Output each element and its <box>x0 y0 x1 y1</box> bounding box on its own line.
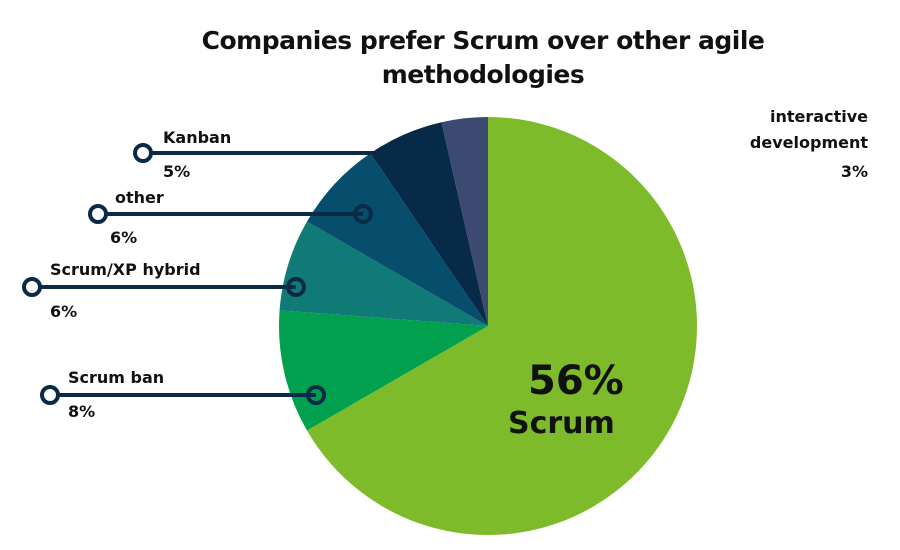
slice-label: Kanban <box>163 128 232 147</box>
leader-dot <box>40 385 60 405</box>
leader-dot <box>133 143 153 163</box>
slice-value-label: 6% <box>50 302 78 321</box>
leader-dot <box>88 204 108 224</box>
chart-title: Companies prefer Scrum over other agile … <box>201 26 765 89</box>
slice-value-label: 6% <box>110 228 138 247</box>
pie-slice <box>370 122 488 326</box>
pie-slice <box>279 221 488 326</box>
slice-label: Scrum <box>508 406 615 441</box>
pie-slice <box>307 153 488 326</box>
leader-dot <box>22 277 42 297</box>
slice-value-label: 3% <box>840 162 868 181</box>
slice-label: Scrum/XP hybrid <box>50 260 201 279</box>
leader-dot <box>306 385 326 405</box>
slice-label: interactive development <box>749 107 868 152</box>
slice-label: Scrum ban <box>68 368 165 387</box>
pie-slice <box>307 117 697 535</box>
slice-label: other <box>115 188 164 207</box>
leader-dot <box>353 204 373 224</box>
pie-slice <box>279 310 488 431</box>
leader-dot <box>286 277 306 297</box>
slice-value-label: 56% <box>528 358 624 404</box>
slice-value-label: 8% <box>68 402 96 421</box>
slice-value-label: 5% <box>163 162 191 181</box>
pie-slice <box>441 117 488 326</box>
